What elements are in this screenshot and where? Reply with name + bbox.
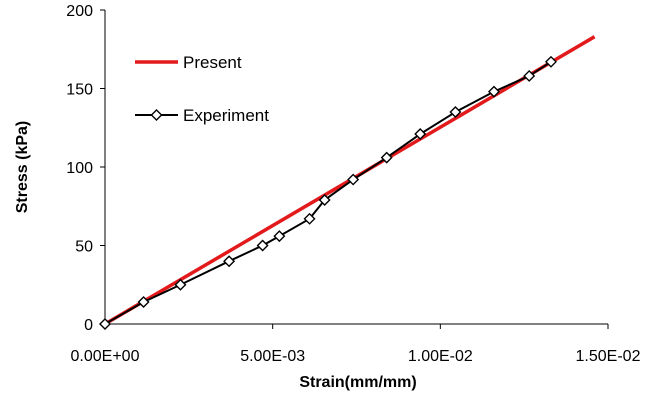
- data-point-experiment: [273, 230, 286, 243]
- data-point-experiment: [449, 106, 462, 119]
- x-tick-label: 1.50E-02: [576, 348, 641, 365]
- x-tick-label: 1.00E-02: [408, 348, 473, 365]
- y-axis-title: Stress (kPa): [14, 121, 31, 214]
- y-tick-label: 50: [75, 239, 93, 256]
- y-axis-ticks: 0 50 100 150 200: [66, 3, 105, 334]
- data-point-experiment: [414, 128, 427, 141]
- data-point-experiment: [523, 69, 536, 82]
- y-tick-label: 100: [66, 160, 93, 177]
- legend-item-experiment: Experiment: [135, 106, 269, 125]
- legend-present-label: Present: [183, 53, 242, 72]
- series-layer: [99, 35, 596, 330]
- data-point-experiment: [347, 173, 360, 186]
- x-tick-label: 0.00E+00: [71, 348, 140, 365]
- data-point-experiment: [318, 193, 331, 206]
- plot-area: 0 50 100 150 200 0.00E+00 5.00E-03 1.00E-02 1.5…: [66, 3, 640, 365]
- data-point-experiment: [545, 55, 557, 68]
- data-point-experiment: [256, 239, 269, 252]
- x-axis-ticks: 0.00E+00 5.00E-03 1.00E-02 1.50E-02: [71, 324, 641, 365]
- legend: Present Experiment: [135, 53, 269, 125]
- y-tick-label: 200: [66, 3, 93, 20]
- data-point-experiment: [99, 318, 111, 330]
- data-point-experiment: [137, 296, 150, 309]
- data-point-experiment: [380, 151, 393, 164]
- data-point-experiment: [487, 85, 500, 98]
- data-point-experiment: [303, 212, 316, 225]
- y-tick-label: 0: [84, 317, 93, 334]
- legend-item-present: Present: [135, 53, 242, 72]
- y-tick-label: 150: [66, 82, 93, 99]
- legend-experiment-marker: [150, 109, 163, 121]
- data-point-experiment: [223, 255, 236, 268]
- data-point-experiment: [174, 278, 187, 291]
- x-axis-title: Strain(mm/mm): [299, 374, 416, 391]
- legend-experiment-label: Experiment: [183, 106, 269, 125]
- x-tick-label: 5.00E-03: [240, 348, 305, 365]
